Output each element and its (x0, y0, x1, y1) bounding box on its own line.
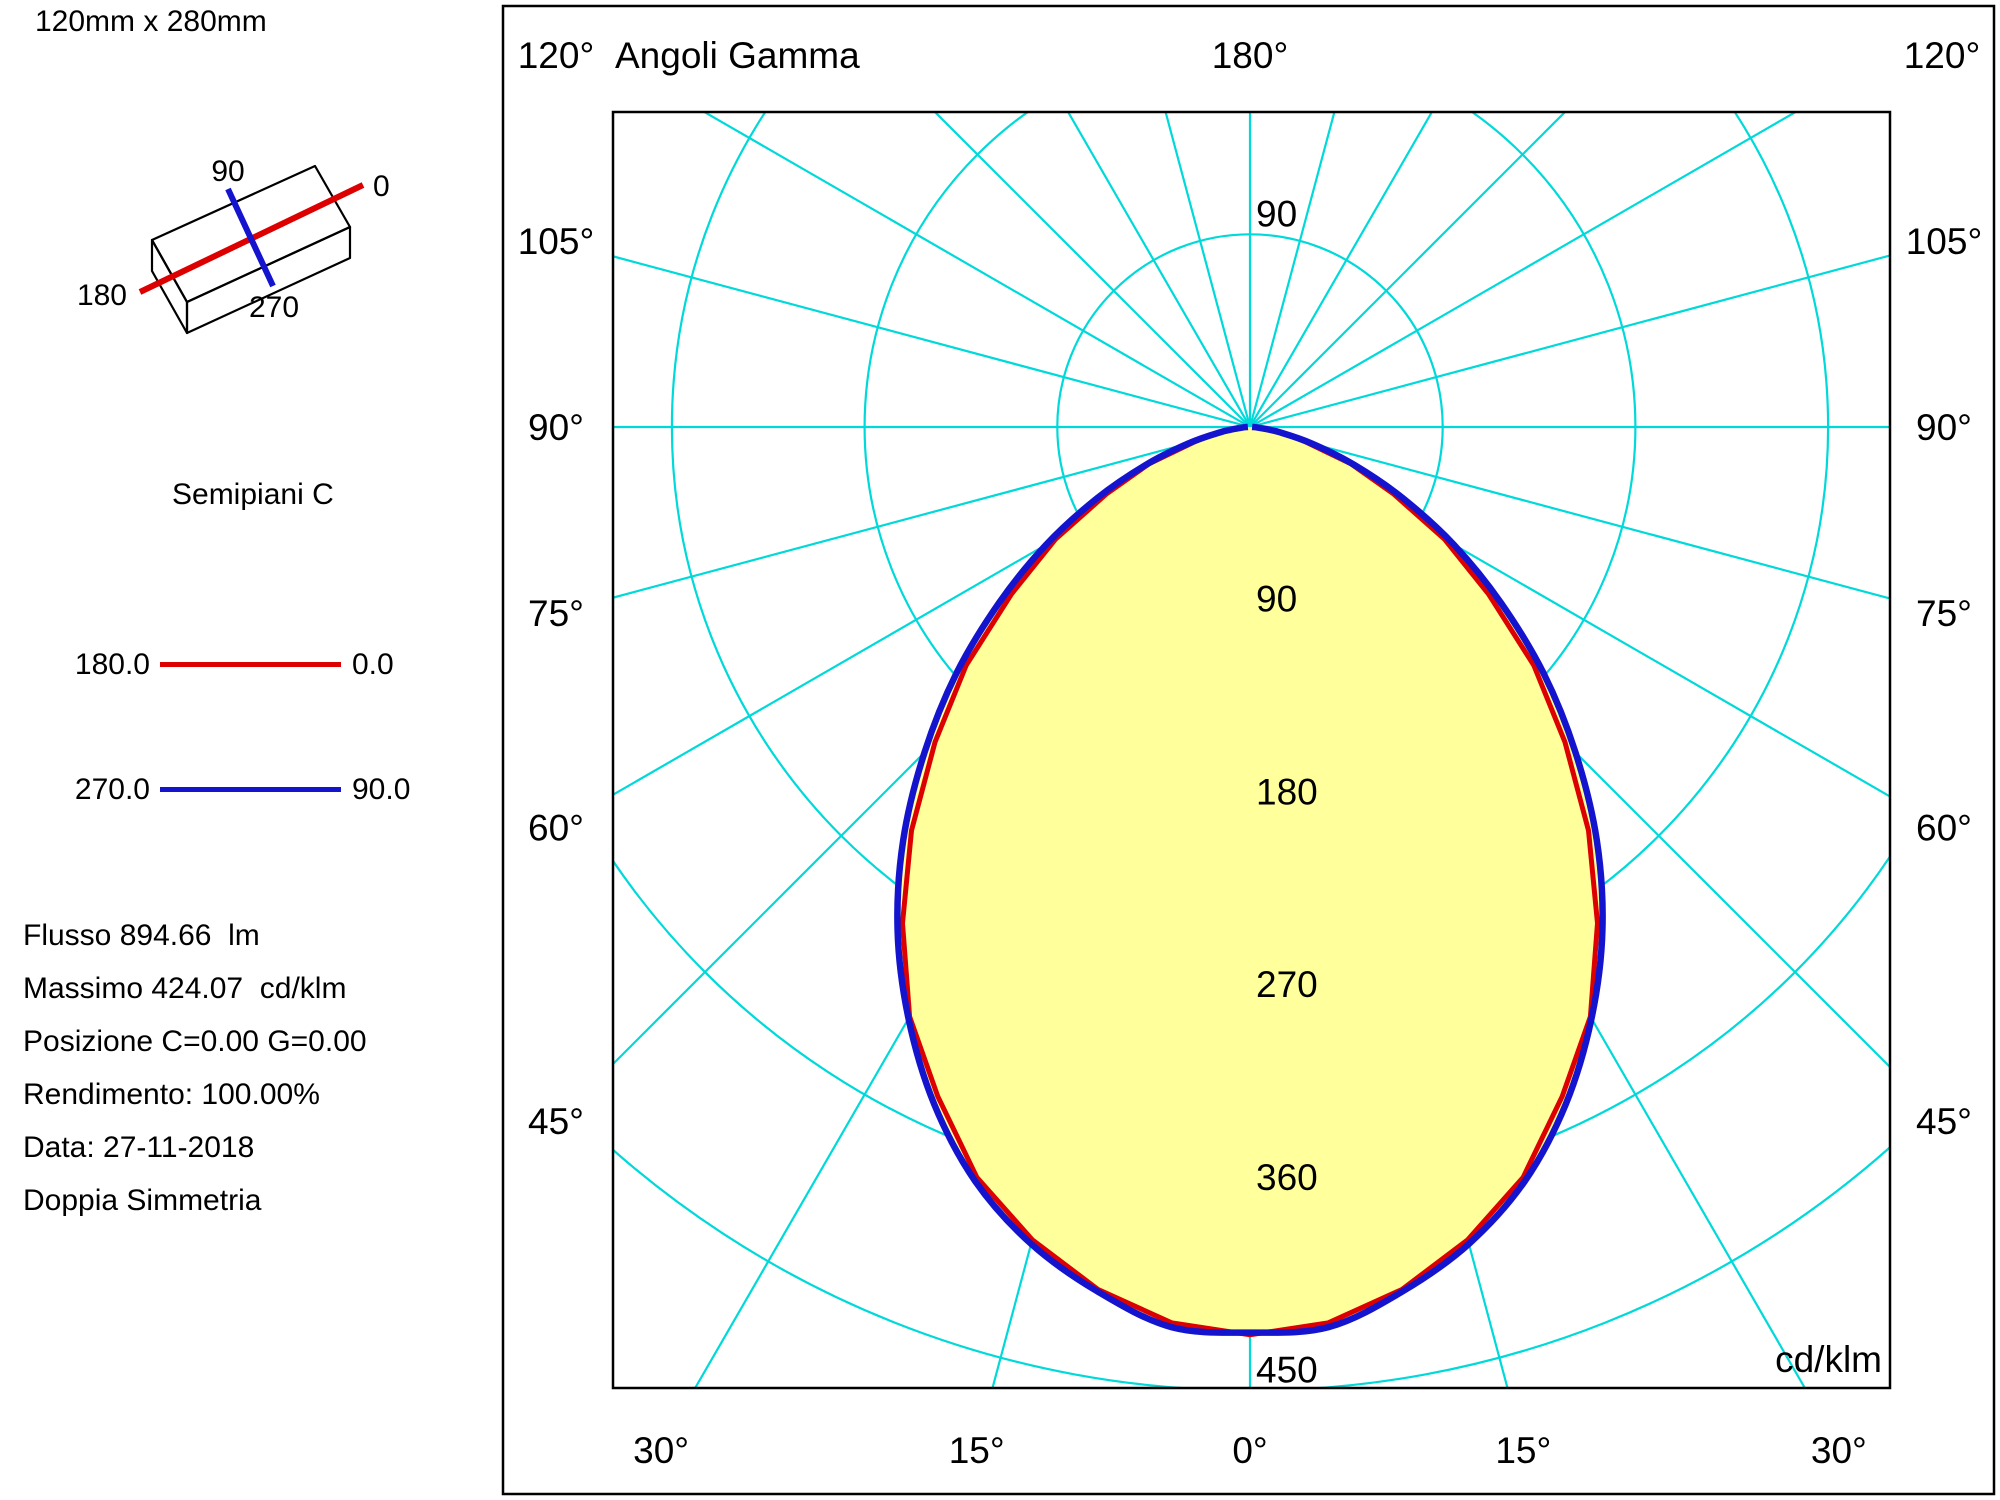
gamma-label-right-75: 75° (1916, 593, 1972, 634)
stat-posizione: Posizione C=0.00 G=0.00 (23, 1025, 367, 1058)
curve-c90-c270 (894, 423, 1606, 1336)
gamma-label-left-60: 60° (528, 808, 584, 849)
gamma-label-bottom-15: 15° (949, 1430, 1005, 1471)
lobe-fill-c0-c180 (902, 427, 1598, 1335)
ring-label-270: 270 (1256, 964, 1318, 1005)
gamma-label-right-105: 105° (1906, 221, 1983, 262)
top-angle-label-right: 120° (1904, 35, 1981, 76)
legend-left-value: 270.0 (74, 773, 150, 806)
sketch-label-180: 180 (77, 279, 127, 312)
ring-label-90: 90 (1256, 579, 1297, 620)
ring-label-90-top: 90 (1256, 193, 1297, 234)
stat-simmetria: Doppia Simmetria (23, 1184, 262, 1217)
legend-right-value: 90.0 (352, 773, 411, 806)
axis-labels: 90 180 270 360 450 90 105° 105° 90° 90° 75° 75° 60° 6… (518, 193, 1983, 1471)
ring-label-180: 180 (1256, 771, 1318, 812)
ring-label-360: 360 (1256, 1157, 1318, 1198)
photometric-stats: Flusso 894.66 lm Massimo 424.07 cd/klm P… (23, 909, 367, 1227)
legend-red-line (160, 662, 341, 667)
semipiani-title: Semipiani C (172, 478, 334, 511)
sketch-c90-c270-axis (225, 187, 276, 288)
gamma-label-left-45: 45° (528, 1101, 584, 1142)
sketch-label-0: 0 (373, 170, 390, 203)
gamma-label-bottom-0: 0° (1232, 1430, 1267, 1471)
sketch-label-90: 90 (211, 155, 244, 188)
gamma-label-right-90: 90° (1916, 407, 1972, 448)
sketch-label-270: 270 (249, 291, 299, 324)
luminaire-sketch: 90 0 180 270 (77, 155, 390, 335)
panel-border (501, 4, 1996, 1496)
chart-title: Angoli Gamma (615, 35, 860, 76)
gamma-label-left-105: 105° (518, 221, 595, 262)
gamma-label-right-45: 45° (1916, 1101, 1972, 1142)
stat-massimo: Massimo 424.07 cd/klm (23, 972, 347, 1005)
unit-label: cd/klm (1775, 1339, 1882, 1380)
gamma-label-bottom-30: 30° (1811, 1430, 1867, 1471)
stat-rendimento: Rendimento: 100.00% (23, 1078, 320, 1111)
legend-blue-line (160, 787, 341, 792)
plot-frame (611, 110, 1892, 1390)
sketch-left-face (150, 238, 189, 335)
stat-flusso: Flusso 894.66 lm (23, 919, 260, 952)
gamma-label-bottom-30: 30° (633, 1430, 689, 1471)
ring-label-450: 450 (1256, 1349, 1318, 1390)
intensity-lobe (894, 423, 1606, 1338)
luminaire-dimensions-label: 120mm x 280mm (35, 5, 267, 38)
gamma-label-left-75: 75° (528, 593, 584, 634)
legend-right-value: 0.0 (352, 648, 394, 681)
gamma-label-bottom-15: 15° (1495, 1430, 1551, 1471)
top-angle-label-center: 180° (1212, 35, 1289, 76)
stat-data: Data: 27-11-2018 (23, 1131, 255, 1164)
gamma-label-left-90: 90° (528, 407, 584, 448)
top-angle-label-left: 120° (518, 35, 595, 76)
gamma-label-right-60: 60° (1916, 808, 1972, 849)
legend-left-value: 180.0 (74, 648, 150, 681)
